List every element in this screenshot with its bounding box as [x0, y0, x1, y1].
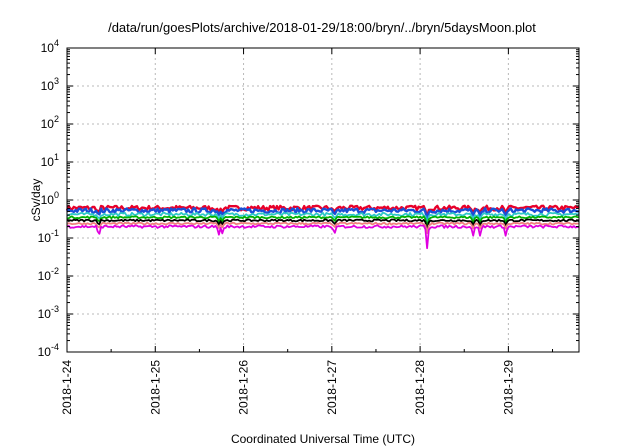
- series-line: [66, 221, 580, 235]
- y-tick-label: 104: [41, 38, 59, 55]
- grid-lines: [67, 48, 579, 352]
- y-axis-label: cSv/day: [29, 179, 43, 222]
- y-tick-label: 10-4: [38, 342, 59, 359]
- series-line: [66, 207, 580, 222]
- x-axis-label: Coordinated Universal Time (UTC): [231, 432, 415, 446]
- y-tick-label: 10-1: [38, 228, 59, 245]
- series-line: [67, 215, 579, 228]
- y-tick-label: 101: [41, 152, 59, 169]
- y-tick-label: 10-3: [38, 304, 59, 321]
- x-tick-label: 2018-1-28: [413, 360, 427, 415]
- series-line: [66, 224, 580, 250]
- chart-title: /data/run/goesPlots/archive/2018-01-29/1…: [108, 20, 536, 35]
- x-tick-label: 2018-1-27: [325, 360, 339, 415]
- x-tick-label: 2018-1-26: [237, 360, 251, 415]
- y-tick-label: 10-2: [38, 266, 59, 283]
- y-tick-label: 103: [41, 76, 59, 93]
- series-lines: [65, 204, 580, 250]
- y-tick-label: 102: [41, 114, 59, 131]
- x-tick-label: 2018-1-29: [501, 360, 515, 415]
- x-tick-label: 2018-1-25: [148, 360, 162, 415]
- x-tick-label: 2018-1-24: [60, 360, 74, 415]
- y-tick-label: 100: [41, 190, 59, 207]
- series-line: [66, 218, 580, 231]
- x-axis: 2018-1-24 2018-1-25 2018-1-26 2018-1-27 2018…: [60, 48, 554, 415]
